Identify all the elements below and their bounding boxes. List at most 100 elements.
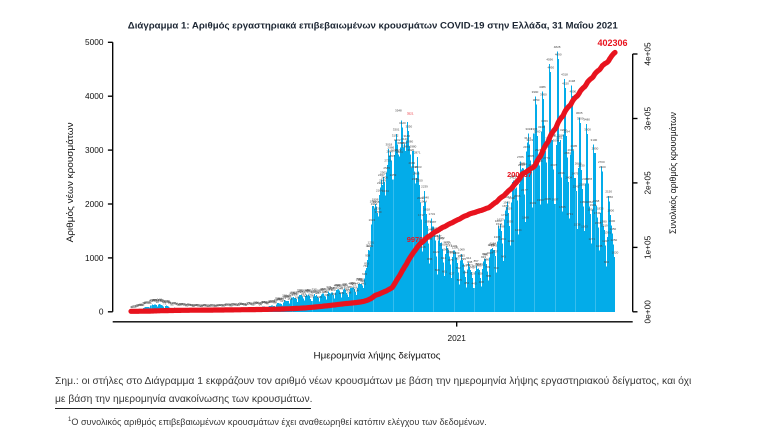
svg-text:322: 322	[319, 288, 324, 292]
svg-text:45: 45	[188, 303, 192, 307]
svg-text:1993: 1993	[537, 198, 544, 202]
svg-text:45: 45	[228, 303, 232, 307]
svg-text:45: 45	[195, 303, 199, 307]
svg-text:203: 203	[284, 294, 289, 298]
svg-text:1829: 1829	[505, 207, 512, 211]
svg-text:3094: 3094	[553, 139, 560, 143]
svg-text:75: 75	[169, 301, 173, 305]
svg-text:Συνολικός αριθμός κρουσμάτων: Συνολικός αριθμός κρουσμάτων	[668, 112, 679, 234]
svg-text:4000: 4000	[85, 91, 104, 101]
svg-text:644: 644	[463, 271, 468, 275]
svg-text:757: 757	[472, 265, 477, 269]
svg-text:767: 767	[462, 264, 467, 268]
svg-text:251: 251	[332, 292, 337, 296]
svg-text:2600: 2600	[411, 165, 418, 169]
svg-text:39: 39	[190, 303, 194, 307]
svg-text:1800: 1800	[607, 208, 614, 212]
svg-text:418: 418	[336, 283, 341, 287]
svg-text:523: 523	[357, 277, 362, 281]
svg-text:402306: 402306	[597, 38, 627, 48]
svg-text:52: 52	[226, 303, 230, 307]
svg-text:201: 201	[309, 295, 314, 299]
svg-text:2496: 2496	[558, 171, 565, 175]
svg-text:296: 296	[307, 289, 312, 293]
svg-text:414: 414	[341, 283, 346, 287]
svg-text:98: 98	[262, 300, 266, 304]
svg-text:35: 35	[212, 303, 216, 307]
svg-text:914: 914	[466, 256, 471, 260]
svg-text:2379: 2379	[582, 177, 589, 181]
svg-text:661: 661	[442, 270, 447, 274]
svg-text:520: 520	[359, 277, 364, 281]
svg-text:332: 332	[325, 287, 330, 291]
svg-text:454: 454	[464, 281, 469, 285]
svg-text:2150: 2150	[605, 189, 612, 193]
svg-text:38: 38	[211, 303, 215, 307]
svg-text:3080: 3080	[406, 139, 413, 143]
svg-text:94: 94	[167, 300, 171, 304]
svg-text:39: 39	[237, 303, 241, 307]
svg-text:46: 46	[184, 303, 188, 307]
svg-text:615: 615	[362, 272, 367, 276]
svg-text:Αριθμός νέων κρουσμάτων: Αριθμός νέων κρουσμάτων	[65, 122, 76, 242]
svg-text:1230: 1230	[507, 239, 514, 243]
svg-text:3480: 3480	[583, 118, 590, 122]
svg-text:124: 124	[159, 299, 164, 303]
svg-text:2974: 2974	[523, 145, 530, 149]
svg-text:69: 69	[258, 302, 262, 306]
svg-text:1519: 1519	[601, 223, 608, 227]
svg-text:410: 410	[335, 283, 340, 287]
svg-text:3500: 3500	[577, 117, 584, 121]
svg-text:38: 38	[216, 303, 220, 307]
svg-text:84: 84	[143, 301, 147, 305]
svg-text:42: 42	[209, 303, 213, 307]
svg-text:31: 31	[222, 304, 226, 308]
svg-text:55: 55	[234, 302, 238, 306]
svg-text:2920: 2920	[408, 148, 415, 152]
svg-text:73: 73	[163, 301, 167, 305]
svg-text:732: 732	[456, 266, 461, 270]
svg-text:2047: 2047	[504, 195, 511, 199]
svg-text:955: 955	[458, 254, 463, 258]
svg-text:443: 443	[355, 281, 360, 285]
svg-text:76: 76	[148, 301, 152, 305]
svg-text:1624: 1624	[369, 218, 376, 222]
svg-text:243: 243	[301, 292, 306, 296]
svg-text:1997: 1997	[552, 198, 559, 202]
svg-text:48: 48	[186, 303, 190, 307]
svg-text:34: 34	[214, 304, 218, 308]
svg-text:2785: 2785	[517, 155, 524, 159]
svg-text:71: 71	[252, 302, 256, 306]
svg-text:2457: 2457	[378, 173, 385, 177]
svg-text:2459: 2459	[390, 173, 397, 177]
svg-text:42: 42	[244, 303, 248, 307]
svg-text:103: 103	[272, 300, 277, 304]
svg-text:838: 838	[467, 260, 472, 264]
svg-text:896: 896	[427, 257, 432, 261]
svg-text:341: 341	[320, 287, 325, 291]
svg-text:256: 256	[293, 292, 298, 296]
svg-text:138: 138	[158, 298, 163, 302]
svg-text:1037: 1037	[492, 249, 499, 253]
svg-text:278: 278	[346, 290, 351, 294]
svg-text:1434: 1434	[515, 228, 522, 232]
svg-text:325: 325	[304, 288, 309, 292]
svg-text:1931: 1931	[530, 201, 537, 205]
svg-text:39: 39	[203, 303, 207, 307]
svg-text:3521: 3521	[407, 112, 414, 116]
svg-text:980: 980	[483, 253, 488, 257]
svg-text:35: 35	[198, 303, 202, 307]
svg-text:391: 391	[337, 284, 342, 288]
svg-text:63: 63	[242, 302, 246, 306]
svg-text:87: 87	[144, 301, 148, 305]
svg-text:120: 120	[160, 299, 165, 303]
svg-text:242: 242	[308, 292, 313, 296]
svg-text:27: 27	[192, 304, 196, 308]
svg-text:3e+05: 3e+05	[643, 106, 653, 130]
svg-text:2887: 2887	[386, 150, 393, 154]
svg-text:628: 628	[478, 272, 483, 276]
svg-text:157: 157	[277, 297, 282, 301]
svg-text:2164: 2164	[376, 189, 383, 193]
svg-text:59: 59	[182, 302, 186, 306]
svg-text:310: 310	[298, 289, 303, 293]
